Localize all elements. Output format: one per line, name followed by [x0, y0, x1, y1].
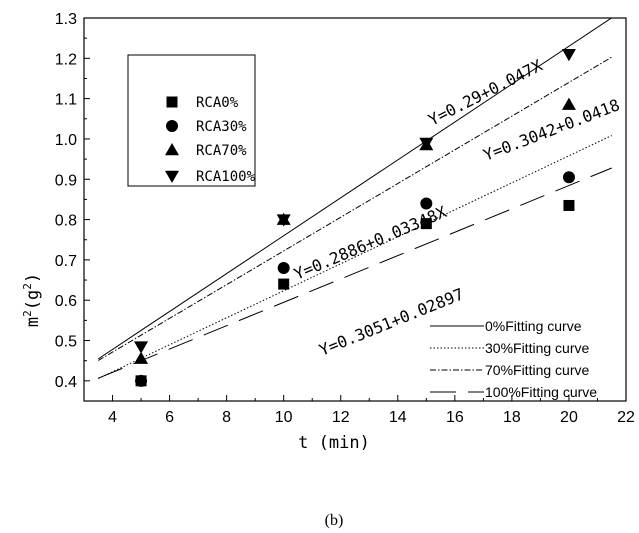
legend-marker	[165, 170, 179, 183]
data-point	[278, 278, 290, 290]
x-tick-label: 12	[332, 409, 350, 426]
legend-marker	[165, 143, 179, 156]
x-tick-label: 4	[108, 409, 117, 426]
marker-legend-box	[127, 54, 256, 187]
legend-line-label: 100%Fitting curve	[485, 384, 597, 400]
y-axis-label: m2(g2)	[21, 273, 43, 327]
x-tick-label: 16	[446, 409, 464, 426]
x-axis-label: t (min)	[298, 433, 370, 453]
y-tick-label: 0.5	[55, 334, 77, 351]
fitting-curve-line	[98, 56, 612, 361]
legend-marker-label: RCA100%	[196, 169, 256, 185]
data-point	[562, 171, 575, 184]
fitting-curve-line	[98, 167, 612, 379]
x-axis: 4 6 8 10 12 14 16 18 20 22	[108, 395, 635, 426]
data-point	[561, 97, 576, 110]
line-legend: 0%Fitting curve 30%Fitting curve 70%Fittin…	[430, 318, 597, 400]
y-tick-label: 0.6	[55, 293, 77, 310]
y-tick-label: 1.1	[55, 92, 77, 109]
y-axis: 0.4 0.5 0.6 0.7 0.8 0.9 1.0 1.1 1.2 1.3	[55, 11, 90, 402]
data-point	[563, 199, 575, 211]
data-point	[561, 49, 576, 62]
legend-marker-label: RCA70%	[196, 143, 247, 159]
x-tick-label: 20	[560, 409, 578, 426]
data-point	[420, 218, 432, 230]
data-point	[135, 374, 148, 387]
data-point	[419, 137, 434, 150]
legend-line-label: 70%Fitting curve	[485, 362, 589, 378]
legend-marker-label: RCA30%	[196, 119, 247, 135]
fit-equation-label: Y=0.3042+0.0418	[481, 95, 623, 165]
x-tick-label: 8	[222, 409, 231, 426]
figure-caption: (b)	[325, 512, 344, 529]
data-point	[420, 197, 433, 210]
fit-equation-label: Y=0.29+0.047X	[425, 56, 546, 130]
legend-marker	[166, 120, 178, 132]
x-tick-label: 22	[617, 409, 635, 426]
marker-legend: RCA0% RCA30% RCA70% RCA100%	[127, 54, 256, 187]
y-tick-label: 1.0	[55, 132, 77, 149]
legend-marker	[166, 96, 178, 108]
legend-line-label: 30%Fitting curve	[485, 340, 589, 356]
y-tick-label: 1.2	[55, 51, 77, 68]
x-tick-label: 6	[165, 409, 174, 426]
data-point	[276, 214, 291, 227]
data-point	[134, 341, 149, 354]
y-tick-label: 0.8	[55, 213, 77, 230]
x-tick-label: 18	[503, 409, 521, 426]
legend-marker-label: RCA0%	[196, 95, 239, 111]
fitting-curve-line	[98, 135, 612, 379]
fit-equation-label: Y=0.3051+0.02897	[316, 284, 466, 359]
x-tick-label: 10	[275, 409, 293, 426]
y-tick-label: 0.4	[55, 374, 77, 391]
data-points	[134, 49, 576, 387]
fit-equation-label: Y=0.2886+0.03348X	[291, 202, 450, 284]
legend-line-label: 0%Fitting curve	[485, 318, 582, 334]
fitting-curves	[97, 18, 613, 379]
data-point	[277, 261, 290, 274]
data-point	[134, 351, 149, 364]
y-tick-label: 0.9	[55, 172, 77, 189]
y-tick-label: 1.3	[55, 11, 77, 28]
x-tick-label: 14	[389, 409, 407, 426]
y-tick-label: 0.7	[55, 253, 77, 270]
plot-frame	[83, 17, 627, 402]
fitting-curve-line	[97, 18, 613, 360]
